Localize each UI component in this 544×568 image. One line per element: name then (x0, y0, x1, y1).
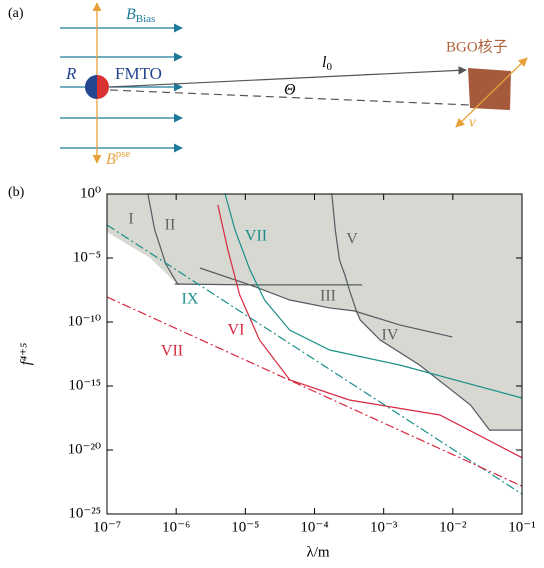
l0-symbol: l (322, 54, 327, 71)
y-tick-label: 10⁻²⁰ (68, 441, 101, 457)
curve-label: III (320, 288, 336, 305)
dashed-line (109, 89, 471, 106)
y-axis-label: f⁴⁺⁵ (18, 343, 34, 366)
y-tick-label: 10⁰ (80, 185, 101, 201)
distance-arrow (109, 66, 467, 88)
b-bias-sub: Bias (136, 13, 156, 25)
y-tick-label: 10⁻²⁵ (68, 505, 101, 521)
velocity-arrow (455, 57, 528, 128)
curve (217, 204, 523, 459)
y-tick-label: 10⁻¹⁰ (68, 313, 101, 329)
curve (106, 224, 523, 495)
x-tick-label: 10⁻⁷ (93, 519, 121, 535)
r-label: R (65, 64, 77, 83)
l0-label: l0 (322, 54, 332, 73)
b-pse-label: Bpse (106, 148, 131, 168)
x-tick-label: 10⁻¹ (508, 519, 535, 535)
bias-field-arrows (60, 23, 183, 153)
curve-label: I (128, 211, 133, 228)
x-tick-label: 10⁻⁶ (162, 519, 190, 535)
l0-sub: 0 (326, 61, 332, 73)
plot-area: 10⁻⁷ 10⁻⁶ 10⁻⁵ 10⁻⁴ 10⁻³ 10⁻² 10⁻¹ 10⁰ 10⁻⁵ 10⁻¹⁰… (68, 185, 536, 535)
x-tick-label: 10⁻² (439, 519, 467, 535)
b-bias-symbol: B (126, 6, 136, 23)
b-bias-label: BBias (126, 6, 155, 25)
curve (224, 193, 523, 399)
curve-label: II (165, 217, 176, 234)
x-tick-label: 10⁻⁵ (231, 519, 259, 535)
v-label: v (469, 114, 476, 130)
curve (147, 193, 179, 286)
curve-label: VII (161, 343, 183, 360)
x-tick-label: 10⁻⁴ (300, 519, 328, 535)
sphere-left (85, 75, 97, 99)
shaded-region (107, 194, 522, 431)
curve-label: IV (382, 327, 399, 344)
x-tick-label: 10⁻³ (370, 519, 398, 535)
curve-label: IX (182, 291, 199, 308)
panel-a: (a) BBias Bpse R FMTO l0 Θ BGO核子 v (8, 2, 528, 168)
curve-label: V (346, 231, 358, 248)
b-pse-sup: pse (116, 148, 131, 160)
curve (199, 267, 453, 338)
fmto-label: FMTO (115, 64, 162, 83)
y-tick-label: 10⁻¹⁵ (68, 377, 101, 393)
y-tick-label: 10⁻⁵ (73, 249, 101, 265)
b-pse-symbol: B (106, 151, 116, 168)
sphere-right (97, 75, 109, 99)
panel-label: (a) (8, 6, 24, 21)
target-block (468, 68, 511, 110)
theta-label: Θ (284, 82, 296, 99)
target-label: BGO核子 (446, 38, 508, 55)
x-axis-label: λ/m (306, 544, 329, 560)
curve (331, 193, 522, 431)
curve-label: VI (228, 322, 245, 339)
curve (106, 296, 523, 487)
panel-label: (b) (8, 185, 25, 200)
curve-label: VII (245, 228, 267, 245)
